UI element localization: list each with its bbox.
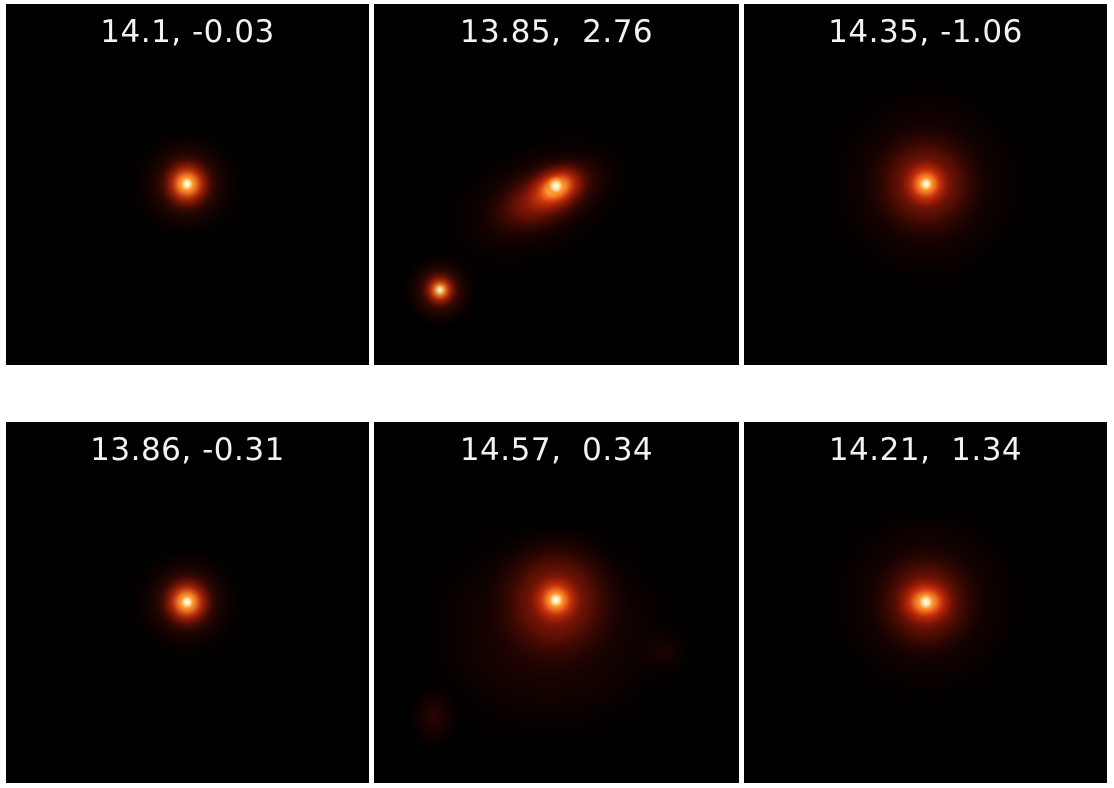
panel-label: 13.86, -0.31 [90, 432, 285, 468]
galaxy-panel-1: 14.1, -0.03 [6, 4, 369, 365]
panel-label: 14.1, -0.03 [100, 14, 275, 50]
galaxy-panel-3: 14.35, -1.06 [744, 4, 1107, 365]
galaxy-image-2 [398, 118, 652, 332]
galaxy-panel-4: 13.86, -0.31 [6, 422, 369, 783]
panel-label: 14.57, 0.34 [459, 432, 654, 468]
galaxy-image-6 [811, 487, 1041, 717]
galaxy-image-3 [806, 64, 1046, 304]
galaxy-image-5 [399, 502, 699, 762]
galaxy-image-1 [125, 122, 249, 246]
panel-label: 14.35, -1.06 [828, 14, 1023, 50]
galaxy-panel-2: 13.85, 2.76 [374, 4, 739, 365]
panel-label: 14.21, 1.34 [828, 432, 1023, 468]
galaxy-image-4 [125, 540, 249, 664]
galaxy-panel-5: 14.57, 0.34 [374, 422, 739, 783]
galaxy-panel-6: 14.21, 1.34 [744, 422, 1107, 783]
panel-label: 13.85, 2.76 [459, 14, 654, 50]
